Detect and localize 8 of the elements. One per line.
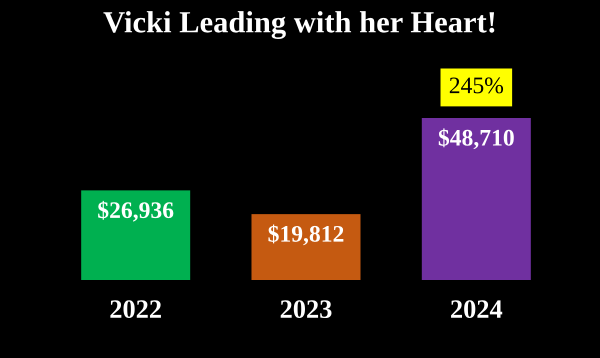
x-tick-label: 2022	[110, 300, 161, 318]
data-label: $19,812	[268, 224, 344, 246]
x-tick-label: 2023	[280, 300, 332, 318]
x-tick-label: 2024	[451, 300, 502, 318]
text: 245%	[450, 77, 504, 94]
data-label: $26,936	[98, 200, 174, 222]
chart-title: Vicki Leading with her Heart!	[103, 11, 494, 40]
data-label: $48,710	[438, 128, 514, 150]
